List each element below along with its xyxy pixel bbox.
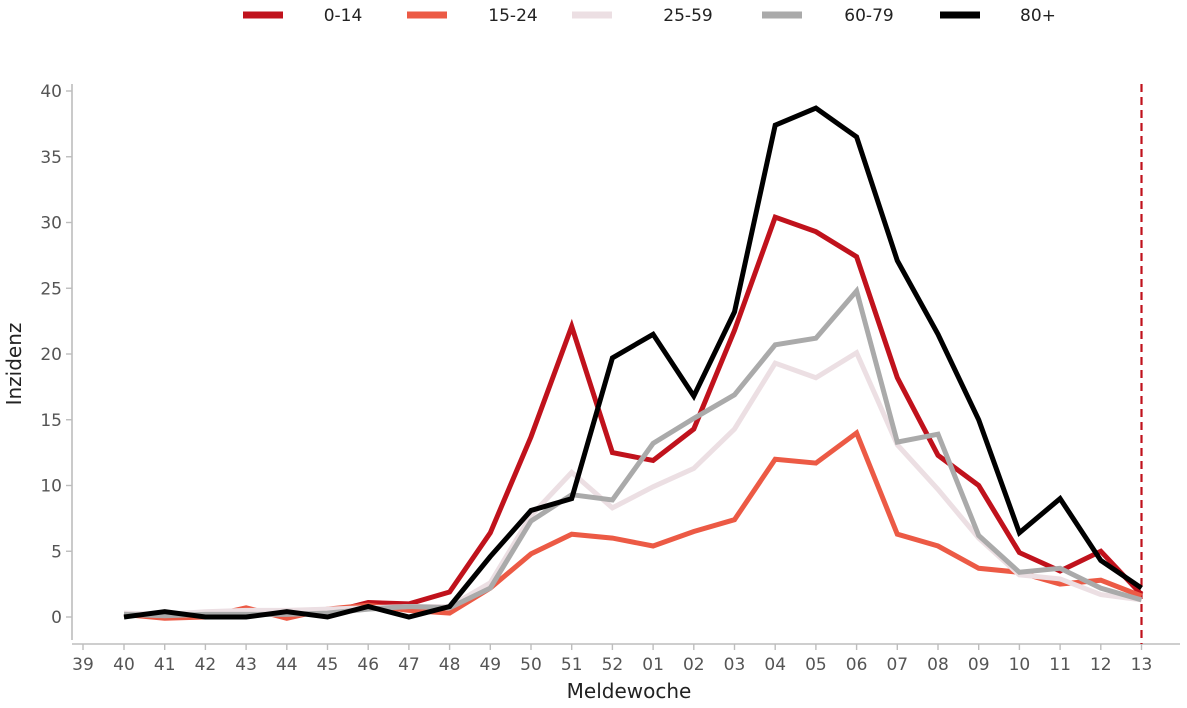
x-tick-label: 44 [276, 655, 298, 675]
legend-label: 0-14 [324, 6, 363, 26]
y-tick-label: 35 [40, 148, 62, 168]
y-tick-label: 40 [40, 82, 62, 102]
x-tick-label: 39 [72, 655, 94, 675]
legend: 0-14 15-24 25-59 60-79 80+ [243, 6, 1056, 26]
x-tick-label: 43 [235, 655, 257, 675]
y-tick-label: 20 [40, 345, 62, 365]
series-group [123, 105, 1144, 621]
y-tick-label: 0 [51, 608, 62, 628]
x-tick-label: 10 [1009, 655, 1031, 675]
x-tick-label: 09 [968, 655, 990, 675]
x-tick-label: 48 [439, 655, 461, 675]
x-tick-label: 41 [154, 655, 176, 675]
x-tick-label: 13 [1131, 655, 1153, 675]
x-tick-label: 12 [1090, 655, 1112, 675]
legend-label: 80+ [1020, 6, 1056, 26]
y-axis-title: Inzidenz [2, 323, 26, 406]
x-tick-label: 08 [927, 655, 949, 675]
x-tick-label: 07 [886, 655, 908, 675]
x-tick-label: 03 [724, 655, 746, 675]
series-line-15-24 [123, 428, 1143, 621]
y-tick-label: 15 [40, 411, 62, 431]
y-tick-label: 30 [40, 214, 62, 234]
x-tick-label: 50 [520, 655, 542, 675]
x-tick-label: 11 [1049, 655, 1071, 675]
x-tick-label: 40 [113, 655, 135, 675]
y-tick-label: 10 [40, 477, 62, 497]
x-tick-label: 04 [764, 655, 786, 675]
x-tick-label: 45 [317, 655, 339, 675]
y-tick-label: 25 [40, 279, 62, 299]
legend-label: 15-24 [488, 6, 537, 26]
x-tick-label: 49 [479, 655, 501, 675]
x-tick-label: 52 [602, 655, 624, 675]
x-tick-label: 01 [642, 655, 664, 675]
x-tick-label: 47 [398, 655, 420, 675]
x-tick-label: 02 [683, 655, 705, 675]
legend-label: 60-79 [844, 6, 893, 26]
series-line-80+ [123, 105, 1143, 620]
legend-label: 25-59 [663, 6, 712, 26]
x-tick-label: 42 [195, 655, 217, 675]
x-tick-label: 51 [561, 655, 583, 675]
y-tick-label: 5 [51, 542, 62, 562]
x-axis-title: Meldewoche [567, 679, 692, 703]
x-tick-label: 06 [846, 655, 868, 675]
x-tick-label: 46 [357, 655, 379, 675]
x-tick-label: 05 [805, 655, 827, 675]
series-line-25-59 [123, 349, 1142, 617]
series-line-0-14 [124, 214, 1144, 617]
